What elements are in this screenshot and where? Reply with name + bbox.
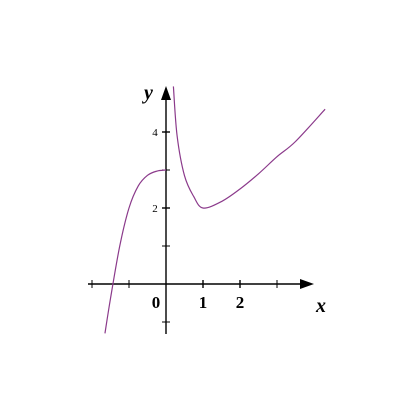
y-tick-label: 4 xyxy=(152,127,158,139)
x-axis-label: x xyxy=(315,295,326,317)
axes xyxy=(88,86,314,334)
x-tick-label: 1 xyxy=(199,293,208,312)
tick-labels: 0 1 2 2 4 xyxy=(152,127,245,312)
y-axis-label: y xyxy=(142,82,153,104)
curves xyxy=(104,86,326,334)
curve-left xyxy=(104,169,167,334)
y-axis-arrow xyxy=(161,86,171,100)
y-tick-label: 2 xyxy=(152,203,158,215)
curve-right xyxy=(172,86,326,209)
x-tick-label: 0 xyxy=(152,293,161,312)
x-axis-arrow xyxy=(300,279,314,289)
x-tick-label: 2 xyxy=(236,293,245,312)
ticks xyxy=(91,131,278,323)
